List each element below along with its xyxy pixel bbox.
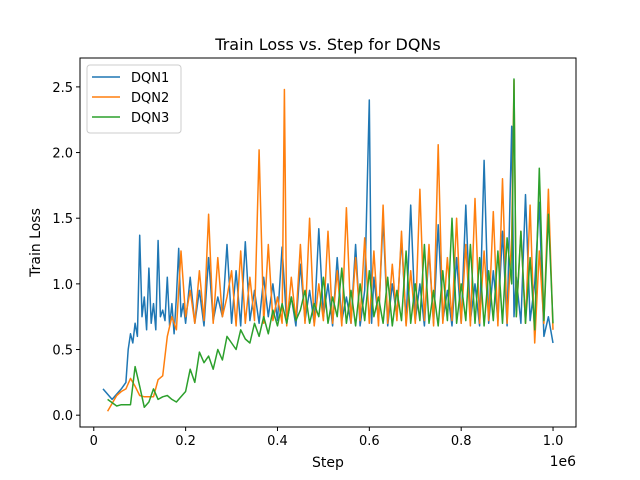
legend-label: DQN3 — [131, 111, 169, 126]
legend-label: DQN2 — [131, 91, 169, 106]
x-tick-label: 0.6 — [359, 434, 380, 449]
x-tick-label: 0.4 — [267, 434, 288, 449]
y-tick-label: 0.5 — [52, 344, 73, 359]
plot-frame — [79, 57, 577, 428]
y-tick-label: 2.0 — [52, 147, 73, 162]
legend: DQN1 DQN2 DQN3 — [86, 64, 182, 134]
y-axis: 0.0 0.5 1.0 1.5 2.0 2.5 — [52, 81, 80, 424]
x-axis-offset-label: 1e6 — [550, 454, 577, 470]
series-line-2 — [106, 79, 554, 412]
x-tick-label: 0 — [90, 434, 98, 449]
y-tick-label: 1.5 — [52, 212, 73, 227]
x-axis: 0 0.2 0.4 0.6 0.8 1.0 — [90, 427, 564, 449]
y-tick-label: 0.0 — [52, 409, 73, 424]
x-tick-label: 1.0 — [543, 434, 564, 449]
x-tick-label: 0.8 — [451, 434, 472, 449]
x-tick-label: 0.2 — [175, 434, 196, 449]
series-layer — [102, 78, 554, 412]
legend-box — [86, 64, 182, 134]
series-line-3 — [107, 78, 554, 409]
legend-label: DQN1 — [131, 71, 169, 86]
y-tick-label: 1.0 — [52, 278, 73, 293]
x-axis-label: Step — [312, 455, 344, 471]
y-tick-label: 2.5 — [52, 81, 73, 96]
chart-title: Train Loss vs. Step for DQNs — [214, 35, 440, 54]
y-axis-label: Train Loss — [28, 208, 44, 278]
